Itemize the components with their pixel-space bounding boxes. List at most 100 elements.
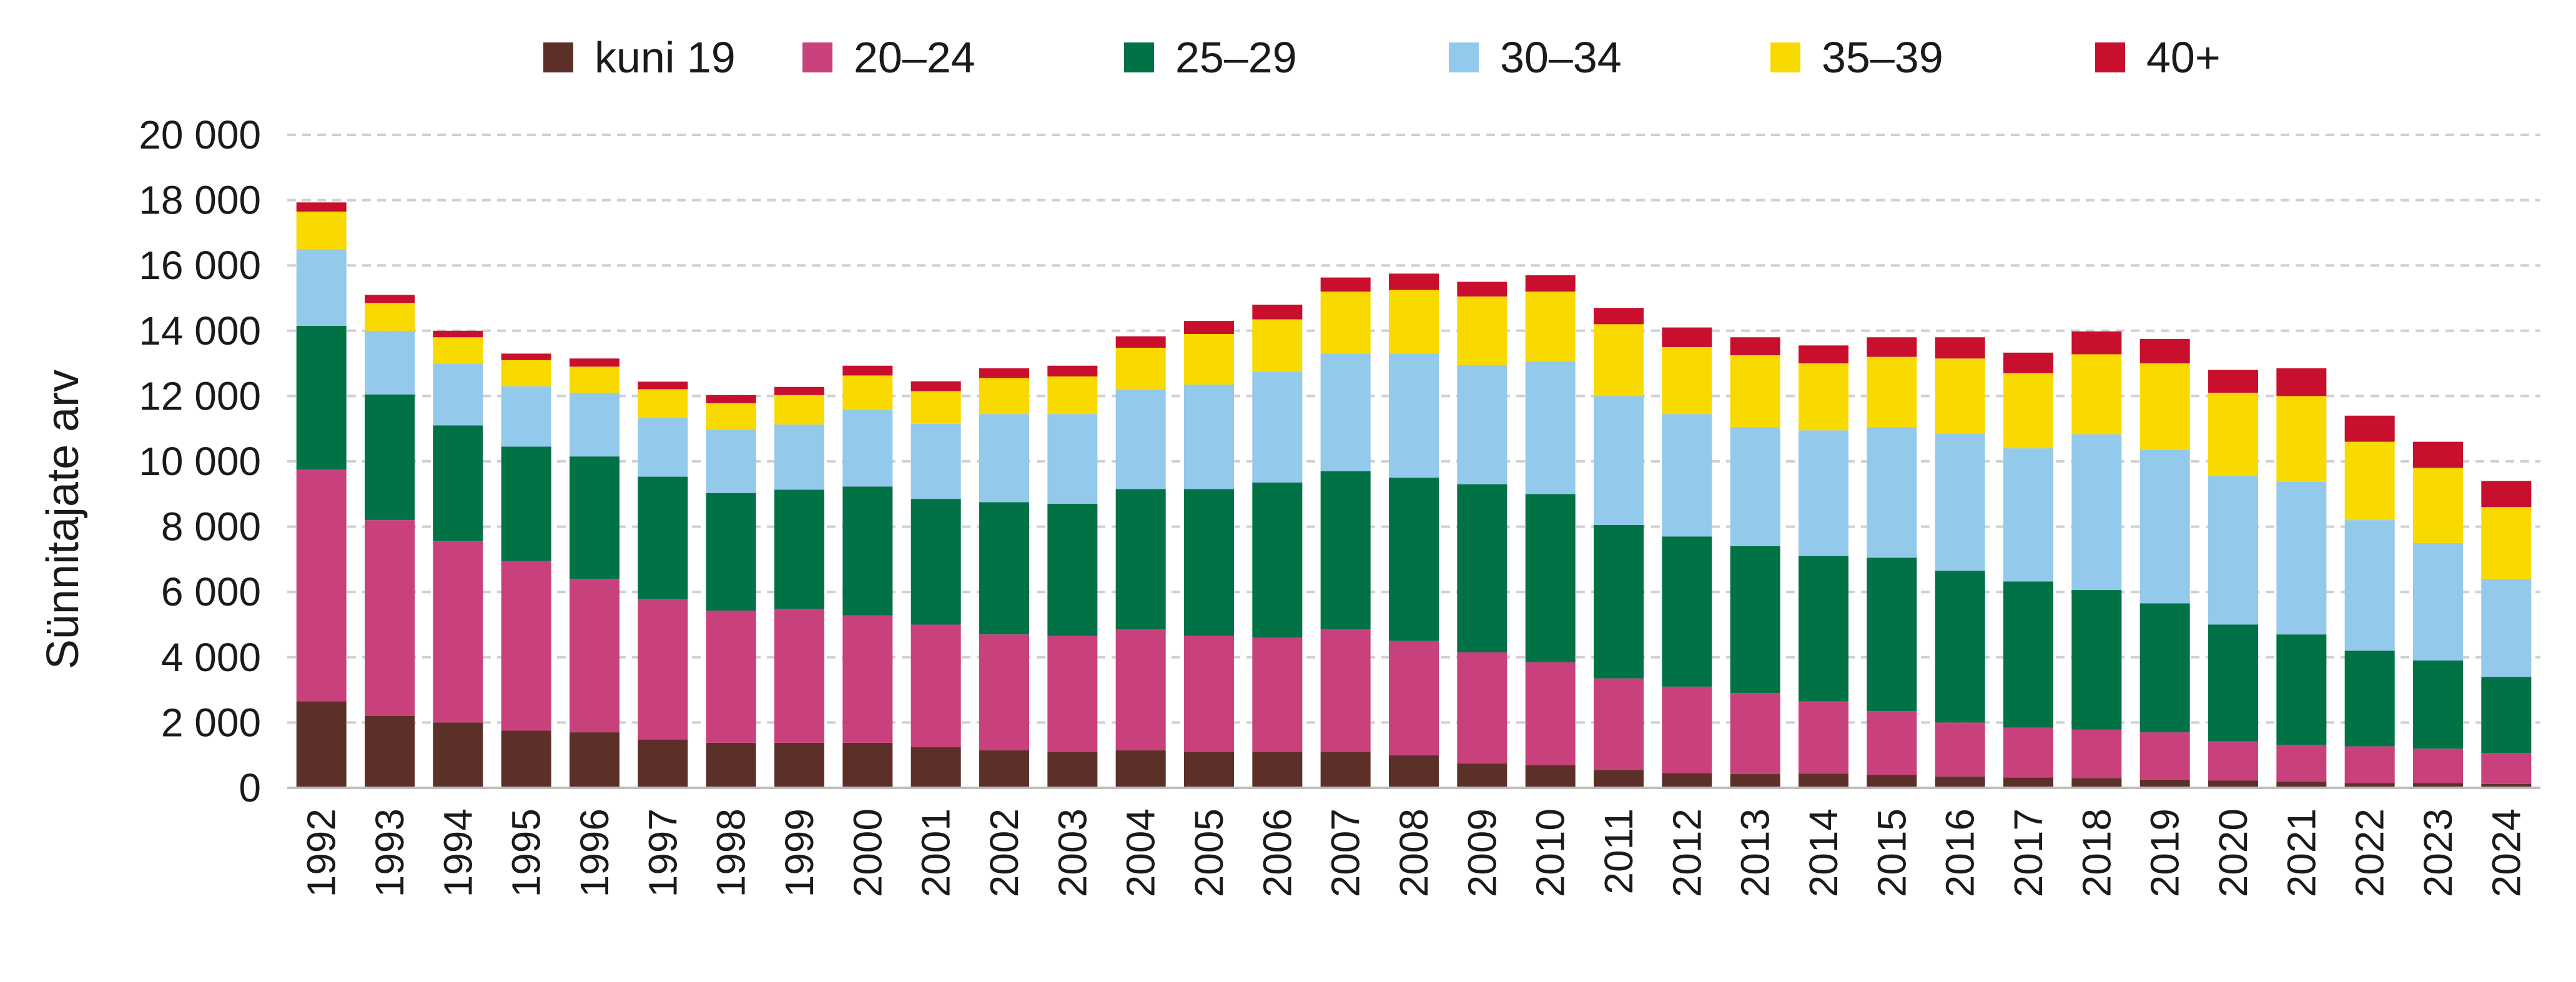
x-tick-label: 1992 xyxy=(299,808,344,897)
bar-segment-1999-5 xyxy=(774,386,824,395)
bar-segment-2021-2 xyxy=(2276,634,2327,745)
bar-segment-2010-5 xyxy=(1525,275,1576,292)
bar-segment-1995-5 xyxy=(501,353,551,360)
x-tick-label: 1994 xyxy=(435,808,480,897)
axes: 0 2 000 4 000 6 000 8 000 10 000 12 000 14 000 1… xyxy=(139,112,2540,897)
bar-stack-1992 xyxy=(296,202,347,788)
bar-segment-1993-5 xyxy=(365,295,415,303)
bar-stack-2011 xyxy=(1594,308,1644,788)
x-tick-label: 2018 xyxy=(2074,808,2119,897)
bar-segment-2014-2 xyxy=(1799,556,1848,702)
bar-segment-1992-2 xyxy=(296,325,347,470)
bar-segment-2010-3 xyxy=(1525,361,1576,494)
bar-stack-2000 xyxy=(842,365,893,788)
bar-segment-2007-0 xyxy=(1320,752,1371,788)
x-tick-label: 2003 xyxy=(1050,808,1095,897)
y-tick-label: 0 xyxy=(239,765,261,810)
bar-segment-1994-4 xyxy=(433,337,483,364)
bar-segment-2021-0 xyxy=(2276,782,2327,788)
bar-segment-2011-0 xyxy=(1594,770,1644,788)
bar-segment-2019-2 xyxy=(2139,603,2190,733)
bar-segment-1998-5 xyxy=(706,395,756,403)
legend-swatch xyxy=(543,42,573,72)
bar-segment-2007-4 xyxy=(1320,292,1371,354)
bar-segment-2004-1 xyxy=(1115,629,1166,750)
bar-stack-2014 xyxy=(1799,345,1848,788)
legend-swatch xyxy=(1124,42,1154,72)
bar-segment-2002-3 xyxy=(979,414,1029,503)
bar-segment-2006-3 xyxy=(1252,371,1303,483)
bar-segment-2012-1 xyxy=(1662,686,1712,773)
bar-segment-2005-4 xyxy=(1184,334,1234,385)
legend-label: kuni 19 xyxy=(595,33,736,82)
bar-segment-2021-4 xyxy=(2276,396,2327,482)
bar-segment-2009-2 xyxy=(1457,484,1508,652)
bar-segment-2003-3 xyxy=(1047,414,1098,504)
x-tick-label: 2015 xyxy=(1869,808,1914,897)
x-tick-label: 2013 xyxy=(1733,808,1778,897)
bar-segment-2018-3 xyxy=(2071,434,2122,591)
x-tick-label: 2007 xyxy=(1323,808,1368,897)
bar-segment-2013-1 xyxy=(1730,693,1780,775)
bar-stack-2004 xyxy=(1115,336,1166,788)
bar-stack-2012 xyxy=(1662,327,1712,788)
bar-segment-2007-1 xyxy=(1320,629,1371,752)
bar-segment-2023-5 xyxy=(2413,441,2463,468)
x-tick-label: 2023 xyxy=(2416,808,2460,897)
bar-segment-1993-4 xyxy=(365,303,415,331)
x-tick-label: 2020 xyxy=(2211,808,2256,897)
bar-segment-2000-3 xyxy=(842,410,893,487)
bar-segment-2013-5 xyxy=(1730,337,1780,356)
bar-segment-2022-0 xyxy=(2344,783,2395,788)
bar-segment-1999-2 xyxy=(774,489,824,609)
bar-stack-1993 xyxy=(365,295,415,788)
bar-segment-2005-0 xyxy=(1184,752,1234,788)
bar-segment-2007-3 xyxy=(1320,353,1371,471)
bar-segment-2021-3 xyxy=(2276,481,2327,635)
bar-stack-1997 xyxy=(638,381,688,788)
bar-segment-1996-5 xyxy=(570,358,619,367)
bar-segment-1999-4 xyxy=(774,395,824,425)
bar-segment-2001-3 xyxy=(910,423,961,499)
bar-segment-2015-5 xyxy=(1867,337,1917,357)
legend: kuni 19 20–24 25–29 30–34 35–39 40+ xyxy=(543,33,2221,82)
legend-item-2: 25–29 xyxy=(1124,33,1297,82)
bar-segment-2024-3 xyxy=(2481,579,2532,677)
x-tick-label: 2009 xyxy=(1459,808,1504,897)
bar-segment-2011-5 xyxy=(1594,308,1644,325)
bar-segment-2002-0 xyxy=(979,750,1029,788)
bar-segment-1997-0 xyxy=(638,739,688,788)
bar-segment-2022-3 xyxy=(2344,520,2395,651)
bar-segment-2016-1 xyxy=(1935,722,1985,777)
bar-segment-2005-2 xyxy=(1184,489,1234,636)
bar-segment-2003-1 xyxy=(1047,636,1098,752)
bar-stack-1995 xyxy=(501,353,551,788)
bar-segment-1994-5 xyxy=(433,330,483,338)
x-tick-label: 2021 xyxy=(2279,808,2324,897)
bar-segment-2004-2 xyxy=(1115,489,1166,630)
bar-segment-2012-0 xyxy=(1662,773,1712,788)
legend-item-0: kuni 19 xyxy=(543,33,736,82)
bar-segment-2005-3 xyxy=(1184,385,1234,489)
bar-segment-2003-4 xyxy=(1047,376,1098,415)
bar-segment-2008-0 xyxy=(1389,755,1439,788)
bar-segment-2013-0 xyxy=(1730,774,1780,788)
bar-segment-2008-1 xyxy=(1389,641,1439,755)
bar-segment-2009-1 xyxy=(1457,652,1508,764)
bar-segment-2007-5 xyxy=(1320,277,1371,292)
bar-segment-2006-5 xyxy=(1252,304,1303,320)
x-tick-label: 2000 xyxy=(845,808,890,897)
bar-segment-2018-5 xyxy=(2071,331,2122,355)
bar-segment-2016-0 xyxy=(1935,776,1985,788)
bar-stack-2021 xyxy=(2276,368,2327,788)
bar-segment-2024-1 xyxy=(2481,753,2532,784)
bar-segment-2002-2 xyxy=(979,502,1029,635)
bar-segment-1994-1 xyxy=(433,541,483,723)
bar-segment-2015-2 xyxy=(1867,557,1917,712)
x-tick-label: 1993 xyxy=(367,808,412,897)
bar-segment-2002-4 xyxy=(979,378,1029,415)
bar-segment-1998-2 xyxy=(706,493,756,611)
bar-segment-2017-3 xyxy=(2003,448,2053,582)
